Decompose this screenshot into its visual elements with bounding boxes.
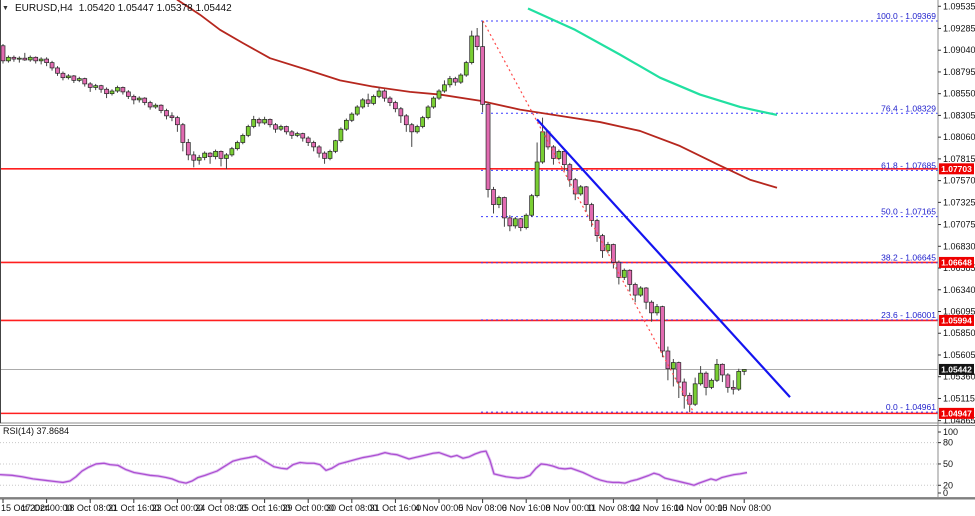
svg-text:1.09535: 1.09535 [943,1,975,11]
downtrend-red-dashed[interactable] [482,20,695,414]
svg-text:1.08305: 1.08305 [943,110,975,120]
svg-text:15 Nov 08:00: 15 Nov 08:00 [717,503,771,513]
svg-text:15 Oct 2024: 15 Oct 2024 [1,503,50,513]
chart-title-row: ▼ EURUSD,H4 1.05420 1.05447 1.05378 1.05… [2,3,232,14]
svg-text:1.06340: 1.06340 [943,285,975,295]
svg-text:80: 80 [943,438,953,448]
price-badges: 1.07703 1.06648 1.05994 1.04947 1.05442 [939,163,974,419]
svg-text:1.07075: 1.07075 [943,220,975,230]
svg-text:4 Nov 00:00: 4 Nov 00:00 [415,503,464,513]
svg-text:29 Oct 00:00: 29 Oct 00:00 [282,503,334,513]
svg-text:1.06095: 1.06095 [943,307,975,317]
svg-text:20: 20 [943,480,953,490]
svg-text:21 Oct 16:00: 21 Oct 16:00 [108,503,160,513]
svg-text:1.08550: 1.08550 [943,89,975,99]
svg-text:1.04865: 1.04865 [943,416,975,426]
svg-text:1.06585: 1.06585 [943,263,975,273]
svg-text:1.05442: 1.05442 [941,364,972,374]
svg-text:1.05360: 1.05360 [943,372,975,382]
svg-text:1.05605: 1.05605 [943,350,975,360]
ohlc-values: 1.05420 1.05447 1.05378 1.05442 [78,3,232,14]
svg-text:1.07703: 1.07703 [941,164,972,174]
svg-text:1.09285: 1.09285 [943,23,975,33]
svg-text:50: 50 [943,459,953,469]
svg-text:30 Oct 08:00: 30 Oct 08:00 [326,503,378,513]
svg-text:1.05994: 1.05994 [941,315,972,325]
svg-text:50.0 - 1.07165: 50.0 - 1.07165 [881,207,936,217]
svg-text:1.05115: 1.05115 [943,393,975,403]
svg-text:8 Nov 00:00: 8 Nov 00:00 [546,503,595,513]
panel-borders [0,0,975,500]
svg-text:1.08060: 1.08060 [943,132,975,142]
svg-text:14 Nov 00:00: 14 Nov 00:00 [674,503,728,513]
svg-text:76.4 - 1.08329: 76.4 - 1.08329 [881,103,936,113]
svg-text:1.04947: 1.04947 [941,408,972,418]
svg-text:1.05850: 1.05850 [943,328,975,338]
svg-text:61.8 - 1.07685: 61.8 - 1.07685 [881,160,936,170]
candlestick-series [0,20,747,413]
svg-text:1.09040: 1.09040 [943,45,975,55]
svg-text:100: 100 [943,427,958,437]
svg-text:0: 0 [943,488,948,498]
svg-text:1.08795: 1.08795 [943,67,975,77]
svg-text:1.07815: 1.07815 [943,154,975,164]
svg-text:18 Oct 08:00: 18 Oct 08:00 [64,503,116,513]
svg-text:1.06830: 1.06830 [943,241,975,251]
symbol-dropdown-icon[interactable]: ▼ [2,4,9,12]
svg-text:38.2 - 1.06645: 38.2 - 1.06645 [881,253,936,263]
svg-text:23.6 - 1.06001: 23.6 - 1.06001 [881,310,936,320]
ma-teal [527,7,778,117]
svg-text:1.06648: 1.06648 [941,257,972,267]
svg-text:6 Nov 16:00: 6 Nov 16:00 [502,503,551,513]
symbol-period-label: EURUSD,H4 [14,3,73,14]
svg-text:0.0 - 1.04961: 0.0 - 1.04961 [886,402,936,412]
svg-text:17 Oct 00:00: 17 Oct 00:00 [21,503,73,513]
rsi-indicator-label: RSI(14) 37.8684 [3,426,70,436]
svg-text:25 Oct 16:00: 25 Oct 16:00 [239,503,291,513]
svg-text:24 Oct 08:00: 24 Oct 08:00 [195,503,247,513]
svg-text:1.07570: 1.07570 [943,176,975,186]
svg-text:100.0 - 1.09369: 100.0 - 1.09369 [876,11,936,21]
fibonacci-labels: 100.0 - 1.09369 76.4 - 1.08329 61.8 - 1.07… [876,11,936,412]
svg-text:5 Nov 08:00: 5 Nov 08:00 [458,503,507,513]
svg-text:23 Oct 00:00: 23 Oct 00:00 [152,503,204,513]
svg-text:12 Nov 16:00: 12 Nov 16:00 [630,503,684,513]
svg-text:1.07325: 1.07325 [943,197,975,207]
svg-text:11 Nov 08:00: 11 Nov 08:00 [587,503,640,513]
rsi-panel[interactable] [0,442,938,487]
downtrend-blue[interactable] [536,118,791,398]
svg-text:31 Oct 16:00: 31 Oct 16:00 [370,503,422,513]
price-axis[interactable]: 1.09535 1.09285 1.09040 1.08795 1.08550 1.083… [938,1,975,426]
